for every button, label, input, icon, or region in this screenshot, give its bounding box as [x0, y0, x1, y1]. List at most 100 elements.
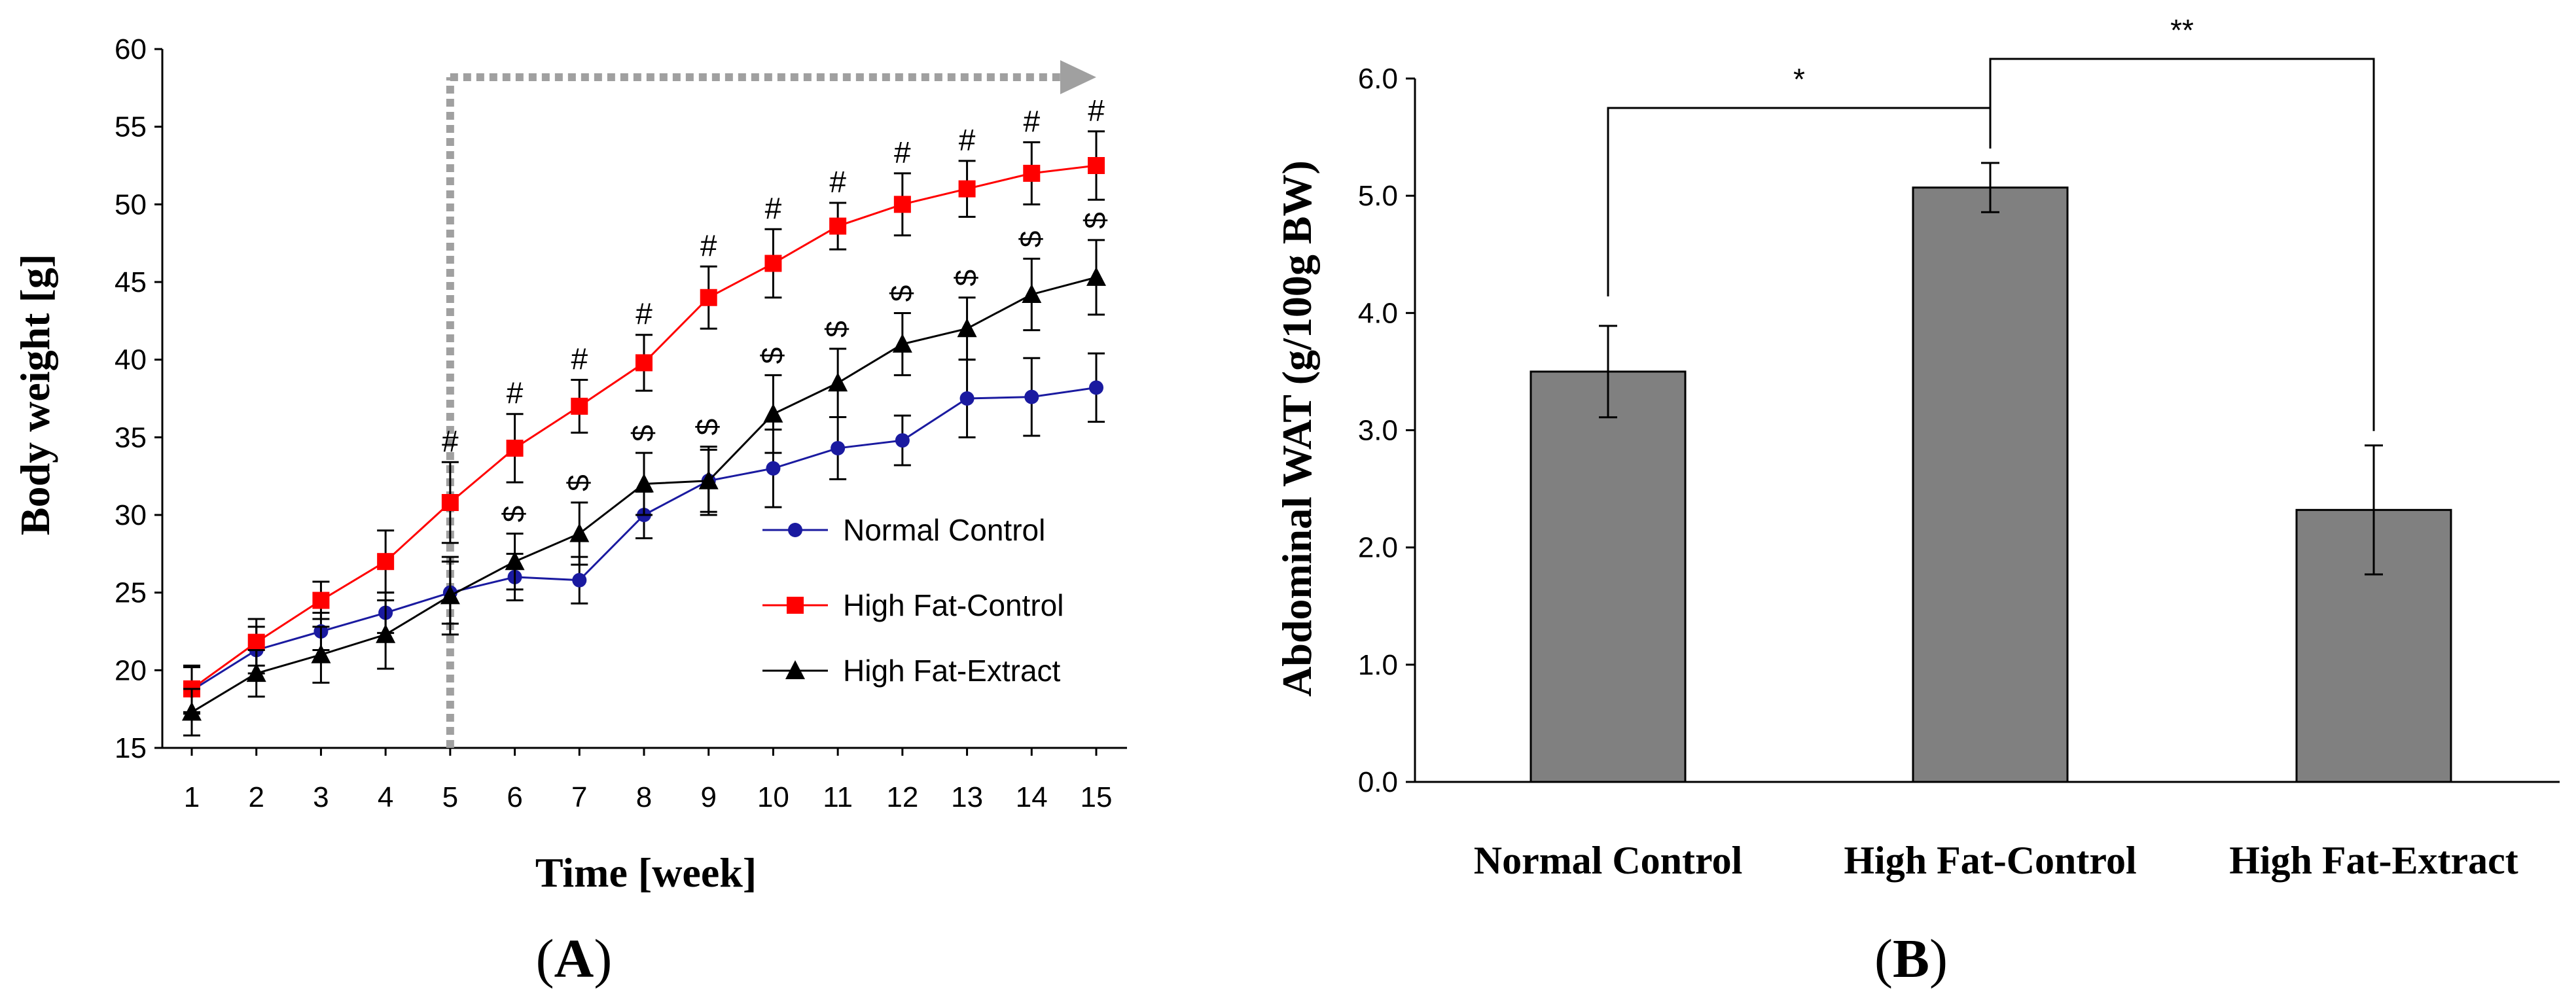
line-chart-x-tick-label: 3 — [313, 781, 329, 813]
bar-category-label: High Fat-Extract — [2229, 839, 2518, 882]
data-point — [828, 372, 848, 392]
significance-annotation: # — [442, 424, 459, 458]
data-point — [1088, 157, 1105, 174]
line-chart-x-tick-label: 2 — [248, 781, 264, 813]
significance-annotation: $ — [1078, 212, 1112, 229]
data-point — [831, 440, 846, 455]
line-chart-x-tick-label: 5 — [442, 781, 458, 813]
data-point — [182, 701, 202, 721]
data-point — [246, 663, 266, 682]
panel-a-letter: A — [554, 928, 594, 989]
bar-chart-panel: 0.0 1.0 2.0 3.0 4.0 5.0 6.0 Normal Control High… — [1274, 13, 2560, 989]
line-chart-x-tick-label: 12 — [886, 781, 918, 813]
significance-annotation: # — [765, 191, 782, 225]
line-chart-y-tick-label: 40 — [115, 344, 147, 376]
line-chart-x-tick-label: 6 — [507, 781, 522, 813]
data-point — [764, 255, 782, 272]
bar-chart-y-tick-label: 3.0 — [1358, 415, 1398, 447]
data-point — [829, 217, 847, 235]
significance-annotation: # — [571, 342, 588, 376]
significance-annotation: # — [829, 165, 846, 199]
data-point — [377, 553, 395, 571]
data-point — [895, 433, 910, 448]
legend-label: High Fat-Extract — [843, 654, 1061, 688]
data-point — [505, 551, 525, 571]
significance-annotation: # — [1023, 104, 1040, 138]
bar-chart-y-tick-label: 2.0 — [1358, 532, 1398, 564]
marker-arrow-head — [1060, 60, 1096, 94]
line-chart-x-tick-label: 8 — [636, 781, 652, 813]
week-5-marker-line — [446, 60, 1096, 748]
line-chart-y-tick-label: 15 — [115, 732, 147, 764]
data-point — [441, 494, 459, 512]
data-point — [958, 180, 976, 198]
data-point — [311, 644, 331, 663]
data-point — [700, 289, 717, 306]
line-chart-legend: Normal Control High Fat-Control High Fat-E… — [762, 513, 1064, 688]
data-point — [698, 470, 719, 489]
line-chart-x-tick-label: 9 — [700, 781, 716, 813]
line-chart-x-tick-label: 4 — [378, 781, 393, 813]
line-chart-x-tick-label: 13 — [951, 781, 983, 813]
significance-annotation: # — [1088, 94, 1105, 128]
data-point — [1022, 283, 1042, 303]
series-high-fat-control: # # # # # # # # # # # — [183, 94, 1105, 713]
data-point — [1086, 266, 1106, 286]
line-chart-x-tick-label: 7 — [571, 781, 587, 813]
line-chart-x-tick-label: 11 — [823, 781, 853, 813]
data-point — [506, 439, 524, 457]
line-chart-ylabel: Body weight [g] — [12, 254, 58, 535]
line-chart-y-tick-label: 50 — [115, 188, 147, 221]
line-chart-series: # # # # # # # # # # # $ $ $ $ $ $ $ $ $ $ — [182, 94, 1112, 737]
bar-category-label: High Fat-Control — [1844, 839, 2136, 882]
data-point — [571, 397, 588, 415]
line-chart-xlabel: Time [week] — [535, 849, 757, 896]
data-point — [1023, 164, 1041, 182]
significance-annotation: $ — [949, 270, 983, 287]
data-point — [959, 391, 975, 406]
significance-annotation: # — [507, 376, 524, 410]
significance-label: ** — [2170, 13, 2194, 47]
series-high-fat-extract: $ $ $ $ $ $ $ $ $ $ — [182, 212, 1112, 737]
line-chart-x-tick-label: 10 — [757, 781, 789, 813]
bar-chart-y-tick-label: 0.0 — [1358, 766, 1398, 798]
line-chart-x-tick-label: 1 — [184, 781, 200, 813]
significance-annotation: $ — [884, 285, 918, 302]
bar-chart-y-tick-label: 6.0 — [1358, 63, 1398, 95]
significance-annotation: # — [700, 228, 717, 262]
data-point — [440, 585, 460, 605]
data-point — [312, 592, 330, 609]
line-chart-y-tick-label: 30 — [115, 499, 147, 531]
bar-chart-y-tick-label: 4.0 — [1358, 297, 1398, 329]
panel-b-label: (B) — [1874, 928, 1948, 989]
significance-annotation: # — [894, 135, 911, 169]
bar-chart-ylabel: Abdominal WAT (g/100g BW) — [1274, 160, 1320, 697]
bar-chart-bars: Normal Control High Fat-Control High Fat-E… — [1474, 162, 2518, 882]
panel-b-letter: B — [1893, 928, 1929, 989]
data-point — [763, 403, 783, 423]
bar-normal-control — [1530, 370, 1687, 783]
legend-marker — [787, 597, 804, 614]
significance-annotation: $ — [626, 425, 660, 442]
legend-marker — [788, 523, 802, 537]
bar-high-fat-control — [1912, 186, 2069, 783]
panel-a-label: (A) — [536, 928, 613, 989]
data-point — [635, 354, 653, 372]
line-chart-y-tick-label: 60 — [115, 33, 147, 65]
line-chart-y-tick-label: 35 — [115, 421, 147, 453]
significance-annotation: # — [635, 297, 653, 331]
data-point — [957, 318, 977, 338]
line-chart-y-tick-label: 55 — [115, 111, 147, 143]
bar-chart-significance: *** — [1607, 13, 2375, 431]
legend-label: Normal Control — [843, 513, 1045, 547]
significance-annotation: $ — [561, 474, 595, 491]
line-chart-x-tick-label: 14 — [1016, 781, 1048, 813]
data-point — [572, 573, 587, 588]
data-point — [766, 461, 781, 476]
significance-annotation: $ — [1013, 231, 1047, 248]
data-point — [892, 333, 912, 353]
data-point — [247, 633, 265, 651]
